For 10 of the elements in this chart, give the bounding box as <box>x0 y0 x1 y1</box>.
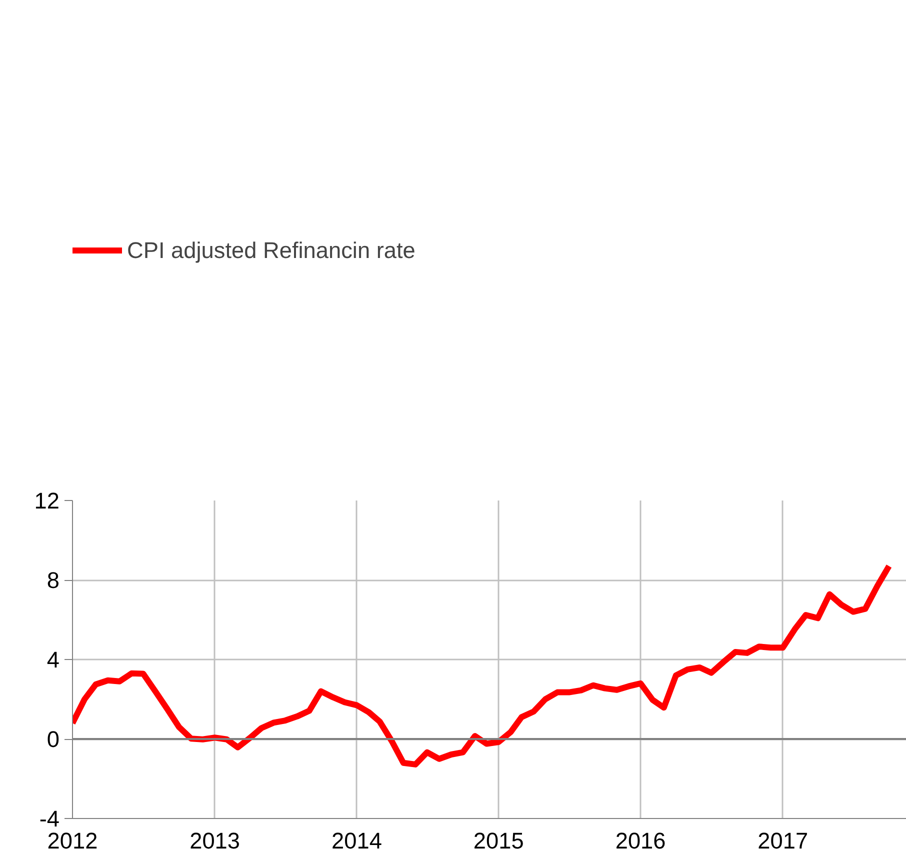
x-tick-label: 2017 <box>758 828 808 854</box>
legend-label: CPI adjusted Refinancin rate <box>127 236 416 264</box>
y-tick-label: 8 <box>46 567 60 593</box>
x-tick-label: 2015 <box>473 828 524 854</box>
x-tick-label: 2013 <box>190 828 240 854</box>
y-tick-label: 0 <box>46 726 60 752</box>
x-tick-label: 2016 <box>615 828 666 854</box>
x-tick-label: 2014 <box>332 828 382 854</box>
y-tick-label: 12 <box>34 488 60 514</box>
y-tick-label: 4 <box>46 646 60 672</box>
